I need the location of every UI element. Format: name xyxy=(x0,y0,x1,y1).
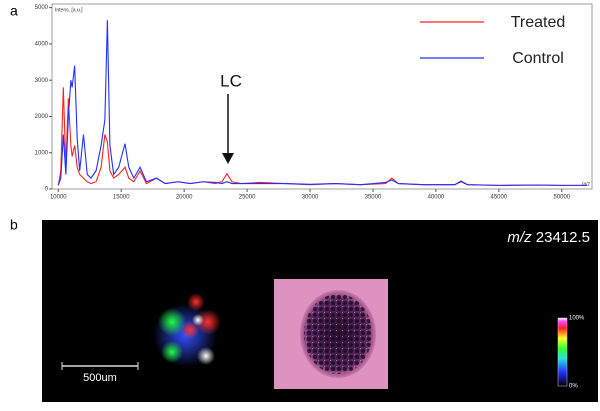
y-tick-label: 4000 xyxy=(35,41,49,47)
x-tick-label: 40000 xyxy=(428,195,445,201)
annotation: LC xyxy=(220,71,242,90)
y-tick-label: 1000 xyxy=(35,150,49,156)
spectrum-line xyxy=(57,20,587,186)
colorbar xyxy=(557,317,568,387)
image-title: m/z 23412.5 xyxy=(507,229,590,246)
spectrum-chart: 0 1000 2000 3000 4000 5000 10000 15000 20000 2500… xyxy=(35,3,593,201)
plot-frame xyxy=(51,3,593,190)
x-tick-label: 30000 xyxy=(302,195,319,201)
y-axis-label: Intens. [a.u.] xyxy=(55,7,83,13)
annotation-arrowhead xyxy=(222,153,234,164)
x-tick-label: 45000 xyxy=(491,195,508,201)
x-tick-label: 50000 xyxy=(553,195,570,201)
y-tick-label: 2000 xyxy=(35,114,49,120)
y-tick-label: 3000 xyxy=(35,78,49,84)
ion-image xyxy=(153,293,221,367)
histology-image xyxy=(274,279,388,389)
colorbar-label: 0% xyxy=(569,384,578,390)
panel-label: b xyxy=(10,217,18,233)
x-axis-label: m/z xyxy=(582,181,591,187)
y-tick-label: 0 xyxy=(45,187,49,193)
legend-label: Treated xyxy=(511,14,566,31)
legend-label: Control xyxy=(512,50,564,67)
panel-label: a xyxy=(10,3,18,19)
x-tick-label: 35000 xyxy=(365,195,382,201)
scale-bar-label: 500um xyxy=(83,372,117,384)
colorbar-label: 100% xyxy=(569,316,585,322)
x-tick-label: 15000 xyxy=(113,195,130,201)
image-panel: m/z 23412.5 500um 100% 0% xyxy=(42,220,598,402)
y-tick-label: 5000 xyxy=(35,5,49,11)
x-tick-label: 10000 xyxy=(50,195,67,201)
x-tick-label: 20000 xyxy=(176,195,193,201)
x-tick-label: 25000 xyxy=(239,195,256,201)
